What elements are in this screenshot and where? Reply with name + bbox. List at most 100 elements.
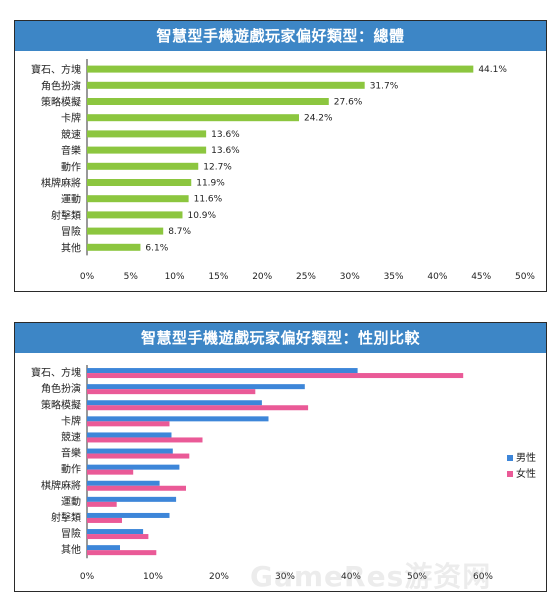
x-tick-label: 50% <box>407 572 427 582</box>
x-tick-label: 45% <box>471 272 491 282</box>
category-label: 策略模擬 <box>41 398 81 411</box>
bar <box>87 65 474 73</box>
category-label: 動作 <box>61 463 81 476</box>
bar-male <box>87 512 170 518</box>
bar <box>87 98 329 105</box>
x-tick-label: 10% <box>165 272 185 282</box>
bar-male <box>87 496 177 502</box>
category-label: 音樂 <box>61 144 81 157</box>
bar <box>87 195 189 203</box>
category-label: 棋牌麻將 <box>41 479 81 492</box>
x-tick-label: 30% <box>340 272 360 282</box>
bar-male <box>87 368 358 374</box>
category-label: 其他 <box>61 241 81 254</box>
bar-female <box>87 405 309 411</box>
watermark: GameRes游资网 <box>250 560 492 593</box>
category-label: 角色扮演 <box>41 79 81 92</box>
category-label: 射擊類 <box>51 511 81 524</box>
legend-label: 女性 <box>516 467 536 480</box>
overall-bar-chart: 寶石、方塊 44.1% 角色扮演 31.7% 策略模擬 27.6% 卡牌 24.2% 競速 13.… <box>31 59 535 282</box>
category-label: 競速 <box>61 128 81 141</box>
bar-female <box>87 469 134 475</box>
bar <box>87 130 207 138</box>
bar-female <box>87 485 186 491</box>
category-label: 動作 <box>61 160 81 173</box>
category-label: 冒險 <box>61 225 81 238</box>
category-label: 寶石、方塊 <box>31 366 81 379</box>
legend-swatch <box>507 455 513 461</box>
x-tick-label: 40% <box>427 272 447 282</box>
x-tick-label: 40% <box>341 572 361 582</box>
legend-swatch <box>507 471 513 477</box>
x-tick-label: 60% <box>473 572 493 582</box>
data-label: 11.6% <box>194 195 223 205</box>
bar-male <box>87 384 305 390</box>
bar <box>87 179 192 186</box>
data-label: 13.6% <box>211 146 240 156</box>
x-tick-label: 10% <box>143 572 163 582</box>
chart-panel-overall: 智慧型手機遊戲玩家偏好類型：總體 寶石、方塊 44.1% 角色扮演 31.7% 策略模擬… <box>14 20 547 292</box>
bar-male <box>87 416 269 422</box>
data-label: 31.7% <box>370 81 399 91</box>
category-label: 運動 <box>61 495 81 508</box>
category-label: 寶石、方塊 <box>31 63 81 76</box>
category-label: 競速 <box>61 430 81 443</box>
bar-female <box>87 389 256 395</box>
bar <box>87 146 207 154</box>
data-label: 24.2% <box>304 114 333 124</box>
bar-female <box>87 373 464 379</box>
bar-female <box>87 501 117 507</box>
bar <box>87 227 164 235</box>
x-tick-label: 30% <box>275 572 295 582</box>
category-label: 角色扮演 <box>41 382 81 395</box>
bar-male <box>87 529 144 535</box>
chart-panel-gender: 智慧型手機遊戲玩家偏好類型：性別比較 寶石、方塊角色扮演策略模擬卡牌競速音樂動作… <box>14 322 547 592</box>
bar <box>87 162 199 170</box>
bar <box>87 81 365 89</box>
bar-male <box>87 480 160 486</box>
x-tick-label: 15% <box>208 272 228 282</box>
x-tick-label: 25% <box>296 272 316 282</box>
bar-male <box>87 545 120 551</box>
bar-male <box>87 432 172 438</box>
bar-female <box>87 437 203 443</box>
bar-female <box>87 534 149 540</box>
data-label: 10.9% <box>187 211 216 221</box>
bar-male <box>87 400 262 406</box>
bar <box>87 243 141 251</box>
data-label: 27.6% <box>334 98 363 108</box>
data-label: 6.1% <box>145 243 168 253</box>
bar-female <box>87 421 170 427</box>
bar-female <box>87 517 122 523</box>
chart-title-overall: 智慧型手機遊戲玩家偏好類型：總體 <box>15 21 546 51</box>
category-label: 音樂 <box>61 447 81 460</box>
data-label: 12.7% <box>203 162 232 172</box>
data-label: 13.6% <box>211 130 240 140</box>
category-label: 運動 <box>61 193 81 206</box>
bar <box>87 211 183 219</box>
data-label: 11.9% <box>196 179 225 189</box>
x-tick-label: 50% <box>515 272 535 282</box>
category-label: 其他 <box>61 543 81 556</box>
category-label: 策略模擬 <box>41 96 81 109</box>
category-label: 棋牌麻將 <box>41 177 81 190</box>
x-tick-label: 5% <box>124 272 139 282</box>
bar-male <box>87 464 180 470</box>
bar-female <box>87 453 190 459</box>
legend-label: 男性 <box>516 451 536 464</box>
bar <box>87 114 299 122</box>
x-tick-label: 0% <box>80 572 95 582</box>
chart-title-gender: 智慧型手機遊戲玩家偏好類型：性別比較 <box>15 323 546 353</box>
x-tick-label: 20% <box>209 572 229 582</box>
x-tick-label: 0% <box>80 272 95 282</box>
data-label: 44.1% <box>478 65 507 75</box>
category-label: 卡牌 <box>61 414 81 427</box>
x-tick-label: 20% <box>252 272 272 282</box>
category-label: 射擊類 <box>51 209 81 222</box>
category-label: 冒險 <box>61 527 81 540</box>
data-label: 8.7% <box>168 227 191 237</box>
bar-female <box>87 550 157 556</box>
category-label: 卡牌 <box>61 112 81 125</box>
x-tick-label: 35% <box>384 272 404 282</box>
